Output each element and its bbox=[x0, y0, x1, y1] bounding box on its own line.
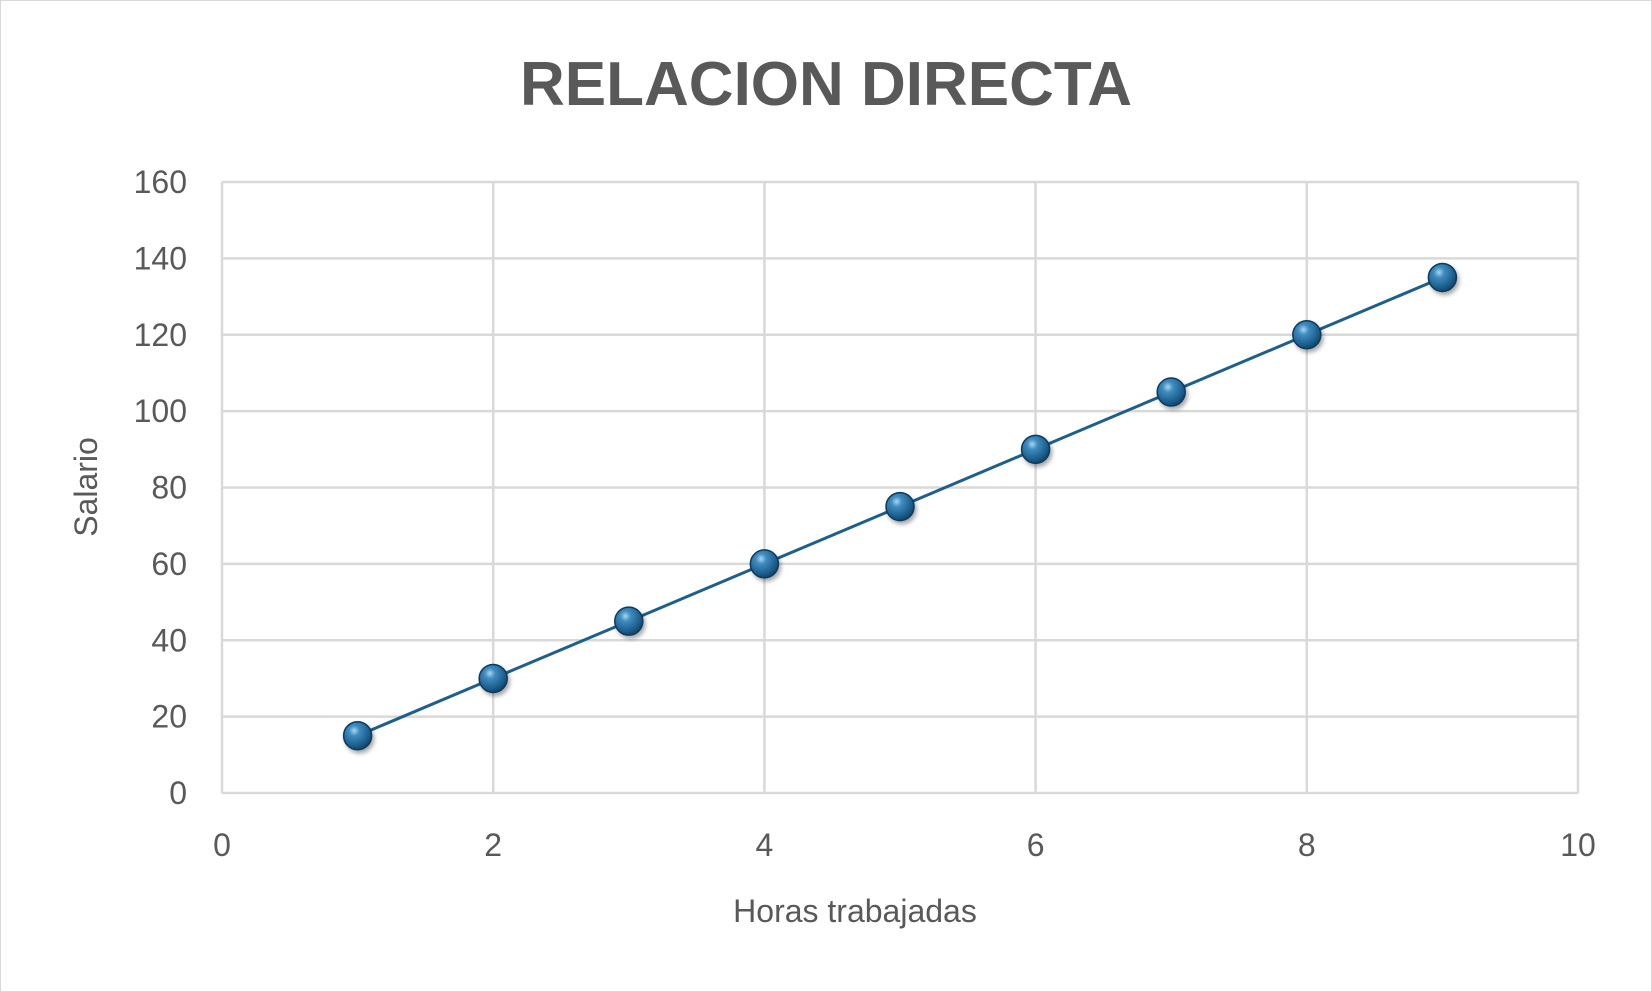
data-point bbox=[1292, 320, 1322, 350]
x-tick-label: 4 bbox=[756, 827, 774, 863]
y-axis-label: Salario bbox=[68, 437, 104, 537]
data-point bbox=[885, 491, 915, 522]
data-point bbox=[1020, 434, 1051, 465]
series bbox=[342, 262, 1458, 751]
y-tick-label: 60 bbox=[151, 546, 187, 582]
y-tick-label: 40 bbox=[151, 622, 187, 658]
data-point bbox=[478, 663, 508, 694]
x-tick-label: 6 bbox=[1027, 827, 1045, 863]
x-tick-label: 2 bbox=[484, 827, 502, 863]
y-tick-label: 100 bbox=[134, 393, 187, 429]
y-tick-label: 120 bbox=[134, 317, 187, 353]
data-point bbox=[1156, 377, 1186, 407]
y-tick-label: 160 bbox=[134, 164, 187, 200]
y-tick-label: 0 bbox=[169, 775, 187, 811]
chart-title: RELACION DIRECTA bbox=[520, 50, 1132, 119]
tick-labels: 0 20 40 60 80 100 120 140 160 0 2 4 6 8 10 bbox=[134, 164, 1596, 863]
y-tick-label: 80 bbox=[151, 470, 187, 506]
data-point bbox=[342, 720, 373, 751]
y-tick-label: 140 bbox=[134, 240, 187, 276]
x-tick-label: 10 bbox=[1560, 827, 1596, 863]
data-point bbox=[749, 549, 780, 579]
x-tick-label: 8 bbox=[1298, 827, 1316, 863]
grid bbox=[220, 180, 1580, 795]
x-axis-label: Horas trabajadas bbox=[733, 893, 977, 929]
data-point bbox=[1427, 262, 1458, 293]
x-tick-label: 0 bbox=[213, 827, 231, 863]
data-point bbox=[614, 606, 644, 636]
y-tick-label: 20 bbox=[151, 699, 187, 735]
